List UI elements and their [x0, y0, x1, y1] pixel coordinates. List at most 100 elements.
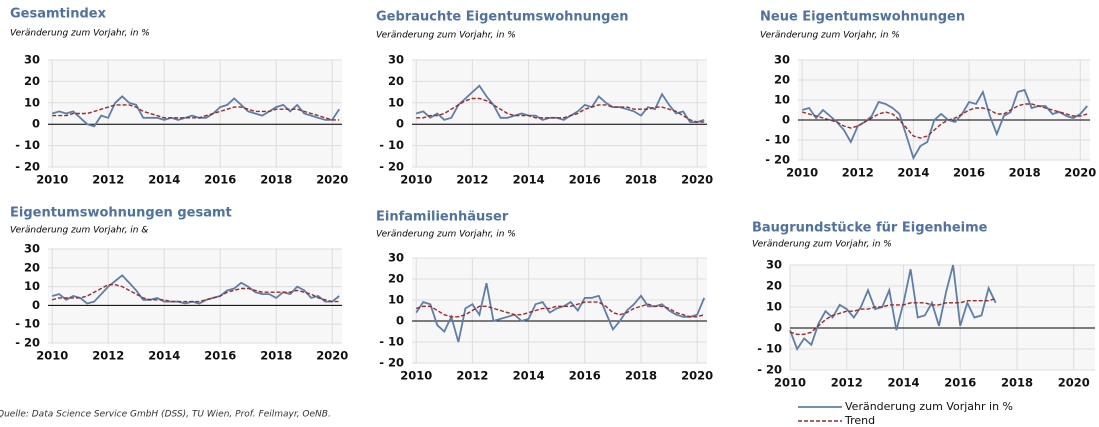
- y-tick-label: 30: [388, 53, 404, 67]
- x-tick-label: 2010: [786, 166, 818, 180]
- chart-title: Einfamilienhäuser: [376, 210, 509, 225]
- x-tick-label: 2016: [953, 166, 985, 180]
- legend-label: Trend: [844, 414, 875, 427]
- y-tick-label: 20: [388, 272, 404, 286]
- y-tick-label: - 20: [15, 336, 40, 350]
- x-tick-label: 2012: [456, 173, 488, 187]
- x-tick-label: 2020: [681, 369, 713, 383]
- chart-title: Baugrundstücke für Eigenheime: [752, 221, 988, 236]
- chart-title: Gebrauchte Eigentumswohnungen: [376, 10, 629, 25]
- y-tick-label: 0: [32, 117, 40, 131]
- y-tick-label: 30: [388, 251, 404, 265]
- trend-line: [802, 103, 1088, 139]
- plot-area: [48, 249, 342, 343]
- y-tick-label: 0: [782, 113, 790, 127]
- x-tick-label: 2018: [260, 173, 292, 187]
- x-tick-label: 2014: [148, 173, 180, 187]
- series-line: [51, 274, 340, 305]
- y-tick-label: - 10: [15, 317, 40, 331]
- y-tick-label: 10: [24, 279, 40, 293]
- x-tick-label: 2016: [204, 349, 236, 363]
- y-tick-label: 30: [24, 242, 40, 256]
- trend-line: [52, 284, 340, 303]
- y-tick-label: - 10: [379, 335, 404, 349]
- y-tick-label: 20: [24, 74, 40, 88]
- chart-subtitle: Veränderung zum Vorjahr, in %: [752, 240, 892, 250]
- y-tick-label: - 20: [765, 153, 790, 167]
- y-tick-label: 20: [388, 74, 404, 88]
- y-tick-label: 10: [766, 300, 782, 314]
- y-tick-label: 10: [388, 293, 404, 307]
- y-tick-label: - 10: [15, 138, 40, 152]
- x-tick-label: 2014: [887, 376, 919, 390]
- chart-subtitle: Veränderung zum Vorjahr, in %: [376, 31, 516, 41]
- chart-subtitle: Veränderung zum Vorjahr, in &: [10, 226, 148, 236]
- x-tick-label: 2020: [1058, 376, 1090, 390]
- x-tick-label: 2020: [316, 173, 348, 187]
- x-tick-label: 2014: [513, 369, 545, 383]
- y-tick-label: - 20: [379, 160, 404, 174]
- x-tick-label: 2018: [260, 349, 292, 363]
- x-tick-label: 2020: [1064, 166, 1096, 180]
- y-tick-label: 20: [766, 279, 782, 293]
- x-tick-label: 2018: [1001, 376, 1033, 390]
- x-tick-label: 2010: [400, 369, 432, 383]
- y-tick-label: 30: [774, 53, 790, 67]
- y-tick-label: - 20: [757, 363, 782, 377]
- x-tick-label: 2012: [831, 376, 863, 390]
- y-tick-label: 10: [388, 95, 404, 109]
- chart-title: Eigentumswohnungen gesamt: [10, 206, 232, 221]
- series-line: [789, 264, 997, 351]
- x-tick-label: 2010: [400, 173, 432, 187]
- chart-title: Neue Eigentumswohnungen: [760, 10, 965, 25]
- plot-area: [790, 265, 1095, 370]
- x-tick-label: 2018: [1009, 166, 1041, 180]
- chart-subtitle: Veränderung zum Vorjahr, in %: [10, 29, 150, 39]
- y-tick-label: - 10: [765, 133, 790, 147]
- y-tick-label: 0: [32, 298, 40, 312]
- x-tick-label: 2010: [36, 173, 68, 187]
- x-tick-label: 2018: [625, 173, 657, 187]
- y-tick-label: - 10: [757, 342, 782, 356]
- x-tick-label: 2012: [92, 173, 124, 187]
- y-tick-label: 20: [24, 260, 40, 274]
- plot-area: [412, 258, 707, 363]
- trend-line: [789, 297, 996, 335]
- y-tick-label: 0: [396, 117, 404, 131]
- chart-subtitle: Veränderung zum Vorjahr, in %: [760, 31, 900, 41]
- series-line: [51, 95, 340, 128]
- x-tick-label: 2014: [148, 349, 180, 363]
- x-tick-label: 2010: [774, 376, 806, 390]
- y-tick-label: - 10: [379, 138, 404, 152]
- x-tick-label: 2012: [842, 166, 874, 180]
- y-tick-label: 30: [766, 258, 782, 272]
- y-tick-label: 0: [396, 314, 404, 328]
- x-tick-label: 2010: [36, 349, 68, 363]
- y-tick-label: 0: [774, 321, 782, 335]
- y-tick-label: 10: [774, 93, 790, 107]
- y-tick-label: 10: [24, 95, 40, 109]
- x-tick-label: 2016: [204, 173, 236, 187]
- x-tick-label: 2014: [513, 173, 545, 187]
- plot-area: [412, 60, 707, 167]
- trend-line: [52, 104, 340, 121]
- x-tick-label: 2012: [456, 369, 488, 383]
- plot-area: [798, 60, 1090, 160]
- x-tick-label: 2014: [897, 166, 929, 180]
- x-tick-label: 2016: [569, 369, 601, 383]
- chart-subtitle: Veränderung zum Vorjahr, in %: [376, 230, 516, 240]
- x-tick-label: 2020: [681, 173, 713, 187]
- x-tick-label: 2018: [625, 369, 657, 383]
- x-tick-label: 2012: [92, 349, 124, 363]
- plot-area: [48, 60, 342, 167]
- trend-line: [415, 301, 705, 318]
- x-tick-label: 2020: [316, 349, 348, 363]
- source-note: Quelle: Data Science Service GmbH (DSS),…: [0, 410, 331, 420]
- chart-title: Gesamtindex: [10, 7, 107, 22]
- y-tick-label: - 20: [379, 356, 404, 370]
- x-tick-label: 2016: [569, 173, 601, 187]
- y-tick-label: - 20: [15, 160, 40, 174]
- x-tick-label: 2016: [944, 376, 976, 390]
